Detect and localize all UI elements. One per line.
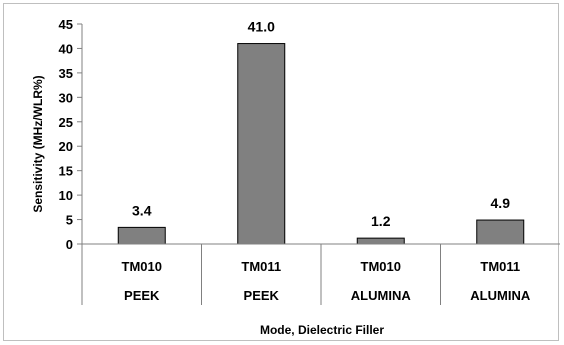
y-tick-label: 10 xyxy=(59,188,73,203)
y-tick-label: 35 xyxy=(59,66,73,81)
data-label: 3.4 xyxy=(132,202,152,218)
category-filler-label: PEEK xyxy=(244,288,280,303)
bar xyxy=(476,219,525,245)
bar xyxy=(117,226,166,245)
data-label: 41.0 xyxy=(248,19,275,35)
y-tick-label: 0 xyxy=(66,237,73,252)
y-tick-label: 20 xyxy=(59,139,73,154)
category-filler-label: ALUMINA xyxy=(351,288,412,303)
y-axis-title: Sensitivity (MHz/WLR%) xyxy=(31,75,45,212)
y-tick-label: 45 xyxy=(59,17,73,32)
bar xyxy=(356,237,405,245)
category-mode-label: TM010 xyxy=(361,259,401,274)
y-tick-label: 25 xyxy=(59,115,73,130)
category-mode-label: TM011 xyxy=(480,259,520,274)
axes xyxy=(81,24,560,305)
y-tick-label: 30 xyxy=(59,90,73,105)
data-labels: 3.4 41.0 1.2 4.9 xyxy=(132,19,510,230)
data-label: 4.9 xyxy=(491,195,511,211)
category-filler-label: ALUMINA xyxy=(470,288,531,303)
y-tick-label: 15 xyxy=(59,164,73,179)
y-axis-ticks: 0 5 10 15 20 25 30 35 40 45 xyxy=(59,17,82,252)
category-filler-label: PEEK xyxy=(124,288,160,303)
data-label: 1.2 xyxy=(371,213,391,229)
category-mode-label: TM011 xyxy=(241,259,281,274)
category-mode-label: TM010 xyxy=(122,259,162,274)
bar xyxy=(237,43,286,245)
x-axis-title: Mode, Dielectric Filler xyxy=(260,323,384,337)
y-tick-label: 40 xyxy=(59,41,73,56)
y-tick-label: 5 xyxy=(66,213,73,228)
category-labels: TM010 PEEK TM011 PEEK TM010 ALUMINA TM011 ALUMI… xyxy=(122,259,531,303)
bars xyxy=(117,43,525,245)
